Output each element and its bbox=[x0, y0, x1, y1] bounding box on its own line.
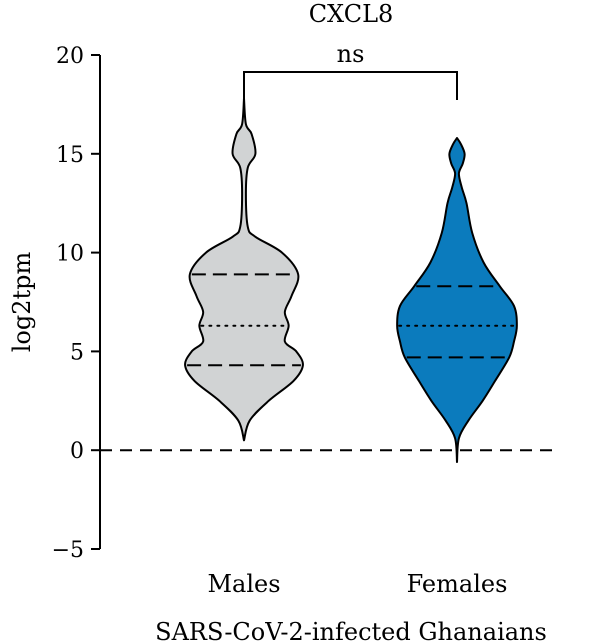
significance-label: ns bbox=[337, 40, 365, 68]
y-tick-label: 0 bbox=[70, 439, 84, 464]
chart-title: CXCL8 bbox=[309, 0, 394, 28]
y-axis-title: log2tpm bbox=[8, 252, 36, 353]
y-tick-label: −5 bbox=[52, 538, 84, 563]
x-category-label: Males bbox=[207, 570, 280, 598]
violin-males bbox=[184, 97, 304, 442]
plot-area: −5 0 5 10 15 20 Males Females ns bbox=[52, 40, 560, 598]
x-category-label: Females bbox=[407, 570, 508, 598]
violin-females bbox=[396, 136, 518, 464]
significance-bracket bbox=[243, 71, 458, 100]
y-tick-label: 15 bbox=[56, 143, 84, 168]
y-tick-label: 10 bbox=[56, 242, 84, 267]
y-tick-label: 5 bbox=[70, 340, 84, 365]
x-axis-title: SARS-CoV-2-infected Ghanaians bbox=[155, 618, 547, 643]
y-tick-label: 20 bbox=[56, 44, 84, 69]
